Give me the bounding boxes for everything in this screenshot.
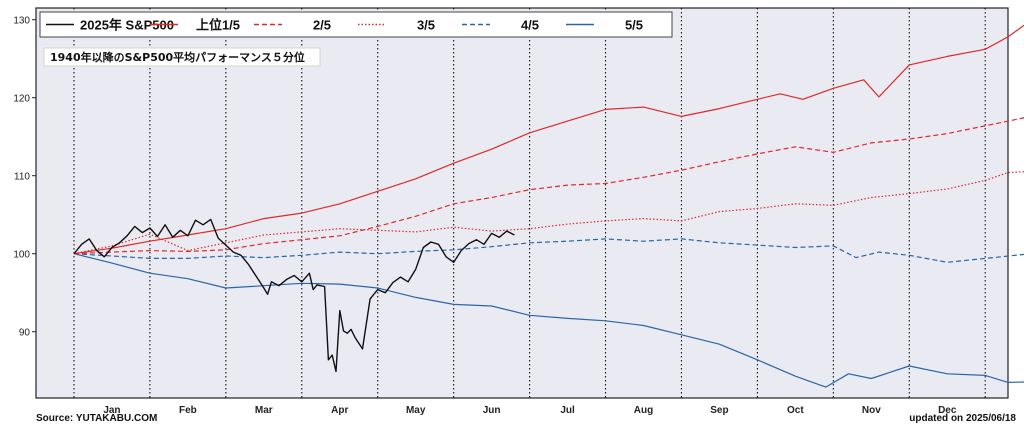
series-line	[73, 24, 1024, 255]
x-axis: Jan Feb Mar Apr May Jun Jul Aug Sep Oct Nov Dec	[103, 405, 957, 416]
updated-text: updated on 2025/06/18	[909, 413, 1016, 424]
x-tick-label: Nov	[862, 405, 881, 416]
x-tick-label: Feb	[179, 405, 197, 416]
annotation: 1940年以降のS&P500平均パフォーマンス５分位	[43, 47, 321, 67]
legend-label: 3/5	[417, 18, 435, 33]
legend: 2025年 S&P500 上位1/5 2/5 3/5 4/5 5/5	[39, 11, 673, 38]
x-tick-label: Aug	[634, 405, 653, 416]
series-line	[73, 116, 1024, 255]
x-tick-label: May	[406, 405, 426, 416]
legend-label: 5/5	[625, 18, 643, 33]
x-tick-label: Jun	[483, 405, 501, 416]
legend-label: 2/5	[313, 18, 331, 33]
x-tick-label: Mar	[255, 405, 273, 416]
y-tick-label: 90	[19, 328, 31, 339]
month-grid	[73, 8, 986, 398]
x-tick-label: Sep	[710, 405, 728, 416]
source-text: Source: YUTAKABU.COM	[36, 413, 158, 424]
x-tick-label: Oct	[787, 405, 804, 416]
series-line	[73, 238, 1024, 263]
series-line	[73, 218, 515, 373]
y-tick-label: 100	[13, 250, 30, 261]
series-lines	[73, 24, 1024, 388]
legend-label: 2025年 S&P500	[80, 18, 174, 33]
annotation-text: 1940年以降のS&P500平均パフォーマンス５分位	[50, 50, 305, 64]
legend-label: 上位1/5	[196, 18, 240, 33]
annotation-box	[43, 47, 321, 67]
plot-area	[35, 7, 1009, 399]
x-tick-label: Apr	[331, 405, 348, 416]
x-tick-label: Dec	[938, 405, 957, 416]
y-tick-label: 130	[13, 16, 30, 27]
series-line	[73, 171, 1024, 255]
legend-box	[39, 11, 673, 38]
series-line	[73, 253, 1024, 388]
legend-label: 4/5	[521, 18, 539, 33]
x-tick-label: Jul	[560, 405, 575, 416]
y-tick-label: 120	[13, 94, 30, 105]
y-tick-label: 110	[14, 172, 30, 183]
y-axis: 90 100 110 120 130	[13, 16, 36, 339]
x-tick-label: Jan	[103, 405, 120, 416]
